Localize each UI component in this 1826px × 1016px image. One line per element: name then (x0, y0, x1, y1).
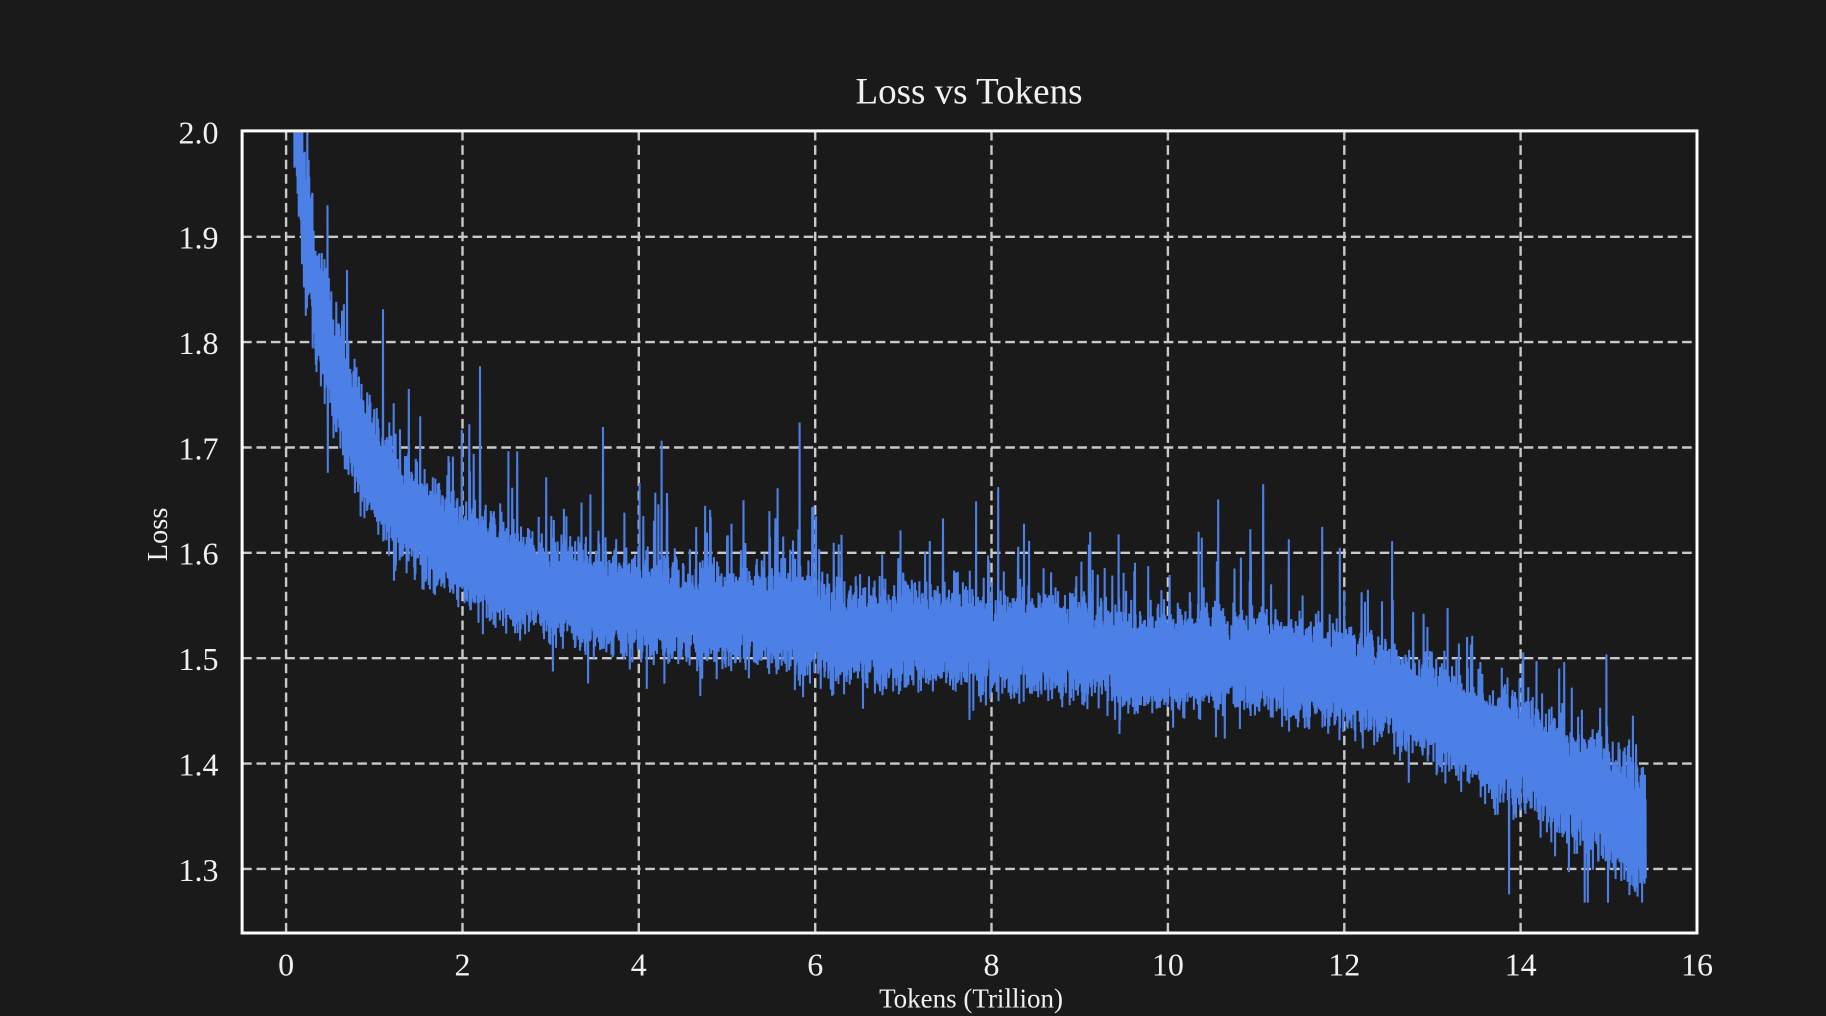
svg-text:1.8: 1.8 (179, 325, 219, 361)
svg-text:4: 4 (631, 947, 647, 983)
svg-text:6: 6 (807, 947, 823, 983)
svg-text:Loss: Loss (143, 508, 174, 562)
svg-text:1.9: 1.9 (179, 220, 219, 256)
svg-text:16: 16 (1681, 947, 1713, 983)
svg-text:2.0: 2.0 (179, 114, 219, 150)
svg-text:1.6: 1.6 (179, 536, 219, 572)
svg-text:Tokens (Trillion): Tokens (Trillion) (879, 984, 1063, 1014)
svg-text:10: 10 (1152, 947, 1184, 983)
svg-text:1.4: 1.4 (179, 747, 219, 783)
svg-text:12: 12 (1328, 947, 1360, 983)
svg-text:14: 14 (1505, 947, 1537, 983)
svg-text:1.5: 1.5 (179, 641, 219, 677)
svg-text:1.7: 1.7 (179, 430, 219, 466)
svg-text:Loss vs Tokens: Loss vs Tokens (856, 72, 1083, 113)
svg-text:8: 8 (984, 947, 1000, 983)
svg-text:1.3: 1.3 (179, 852, 219, 888)
svg-text:2: 2 (455, 947, 471, 983)
svg-text:0: 0 (278, 947, 294, 983)
